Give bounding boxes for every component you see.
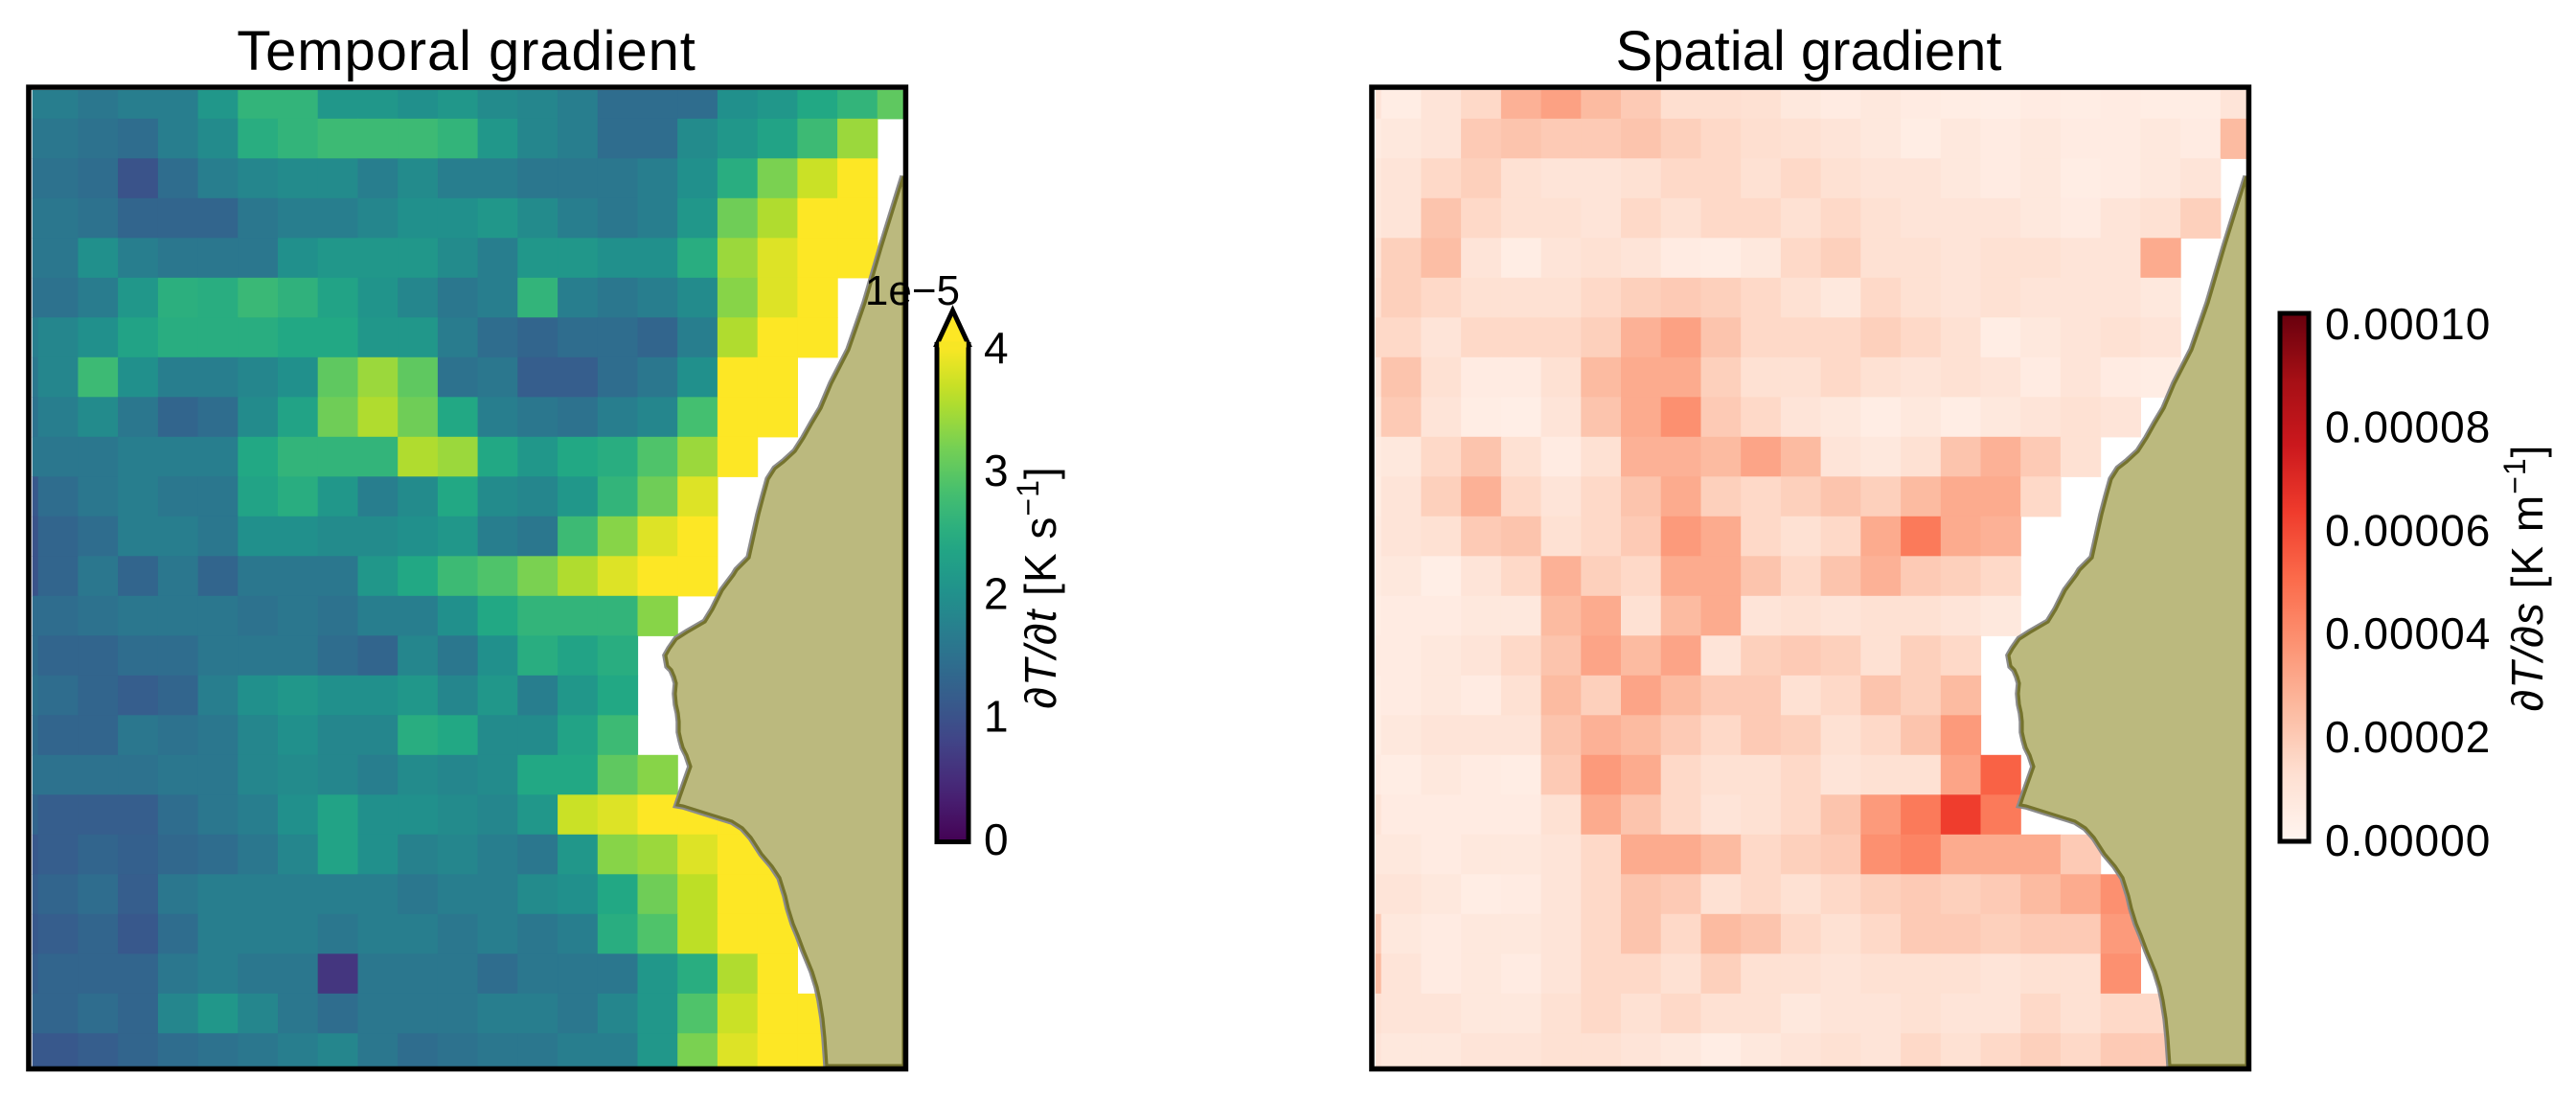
- svg-text:Temporal gradient: Temporal gradient: [237, 20, 696, 82]
- svg-text:3: 3: [984, 446, 1009, 495]
- svg-text:0.00006: 0.00006: [2325, 505, 2491, 555]
- svg-text:0.00008: 0.00008: [2325, 402, 2491, 452]
- svg-text:0.00004: 0.00004: [2325, 608, 2491, 658]
- svg-text:2: 2: [984, 568, 1009, 618]
- svg-text:4: 4: [984, 323, 1009, 373]
- svg-text:Spatial gradient: Spatial gradient: [1615, 20, 2001, 82]
- svg-text:0.00000: 0.00000: [2325, 815, 2491, 865]
- svg-text:0.00010: 0.00010: [2325, 299, 2491, 349]
- svg-text:0: 0: [984, 815, 1009, 864]
- svg-text:1: 1: [984, 692, 1009, 742]
- svg-text:0.00002: 0.00002: [2325, 712, 2491, 762]
- svg-text:1e−5: 1e−5: [865, 267, 960, 314]
